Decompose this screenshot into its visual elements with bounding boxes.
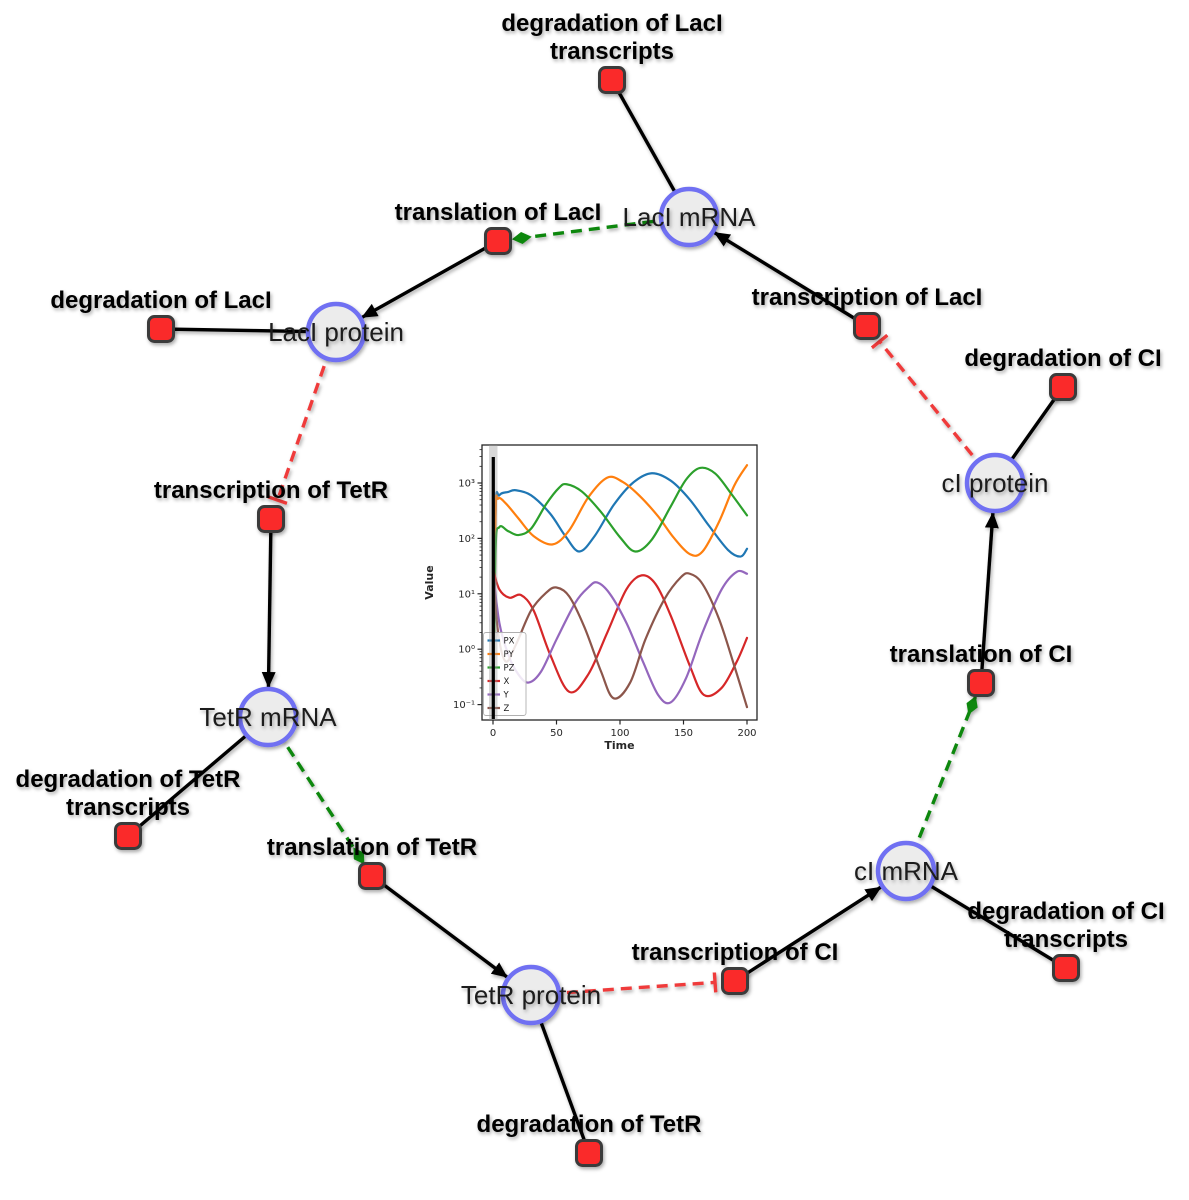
legend-label-PX: PX bbox=[504, 637, 515, 647]
edge-arrow-transc_cI-to-cI_mRNA bbox=[734, 885, 882, 983]
reaction-label-deg_lacI_transcripts: transcripts bbox=[550, 38, 674, 65]
edge-arrow-transl_lacI-to-lacI_protein bbox=[361, 239, 499, 319]
edge-plain-deg_cI_transcripts-to-cI_mRNA bbox=[905, 869, 1067, 970]
reaction-label-deg_tetR: degradation of TetR bbox=[477, 1111, 702, 1138]
y-axis-label: Value bbox=[423, 565, 436, 599]
reaction-node-deg_cI bbox=[1049, 373, 1077, 401]
reaction-label-transl_lacI: translation of LacI bbox=[395, 199, 602, 226]
species-label-tetR_protein: TetR protein bbox=[461, 980, 601, 1010]
legend-label-Z: Z bbox=[504, 704, 510, 714]
species-label-tetR_mRNA: TetR mRNA bbox=[199, 702, 337, 732]
legend-label-PZ: PZ bbox=[504, 664, 515, 674]
edge-modifier-lacI_mRNA-to-transl_lacI bbox=[511, 215, 690, 244]
reaction-label-deg_cI: degradation of CI bbox=[964, 345, 1161, 372]
x-axis-label: Time bbox=[604, 739, 634, 752]
y-tick-label: 10² bbox=[458, 534, 475, 545]
edge-plain-deg_tetR_transcripts-to-tetR_mRNA bbox=[126, 715, 270, 838]
reaction-label-deg_lacI: degradation of LacI bbox=[50, 287, 271, 314]
edge-arrow-transc_lacI-to-lacI_mRNA bbox=[713, 231, 868, 328]
reaction-label-deg_tetR_transcripts: degradation of TetR bbox=[16, 766, 241, 793]
simulation-chart: 0 50 100 150 200 10⁻¹ 10⁰ 10¹ 10² 10³ Time Value PX P… bbox=[423, 444, 758, 752]
reaction-node-deg_tetR_transcripts bbox=[114, 822, 142, 850]
series-line-Z bbox=[491, 570, 749, 709]
x-tick-label: 0 bbox=[490, 728, 496, 739]
reaction-nodes-layer bbox=[114, 66, 1080, 1167]
species-node-tetR_mRNA bbox=[237, 686, 299, 748]
species-label-lacI_protein: LacI protein bbox=[268, 317, 404, 347]
species-node-lacI_mRNA bbox=[658, 186, 720, 248]
x-tick-label: 50 bbox=[550, 728, 563, 739]
reaction-node-deg_tetR bbox=[575, 1139, 603, 1167]
legend-label-X: X bbox=[504, 677, 510, 687]
edge-arrow-transl_tetR-to-tetR_protein bbox=[370, 874, 509, 979]
reaction-label-transc_tetR: transcription of TetR bbox=[154, 477, 388, 504]
series-line-Y bbox=[491, 569, 749, 705]
edge-arrow-transl_cI-to-cI_protein bbox=[979, 511, 999, 684]
reaction-node-transc_cI bbox=[721, 967, 749, 995]
reaction-label-deg_tetR_transcripts: transcripts bbox=[66, 794, 190, 821]
legend-label-Y: Y bbox=[503, 691, 510, 701]
reaction-node-deg_lacI_transcripts bbox=[598, 66, 626, 94]
series-line-PZ bbox=[492, 466, 749, 706]
species-node-cI_mRNA bbox=[875, 840, 937, 902]
x-tick-label: 100 bbox=[610, 728, 629, 739]
legend-label-PY: PY bbox=[504, 650, 515, 660]
reaction-label-deg_lacI_transcripts: degradation of LacI bbox=[501, 10, 722, 37]
species-node-cI_protein bbox=[964, 452, 1026, 514]
reaction-label-transc_cI: transcription of CI bbox=[632, 939, 839, 966]
y-tick-label: 10¹ bbox=[458, 589, 475, 600]
reaction-node-transc_tetR bbox=[257, 505, 285, 533]
species-nodes-layer bbox=[237, 186, 1026, 1026]
y-tick-label: 10⁻¹ bbox=[453, 700, 475, 711]
reaction-label-transc_lacI: transcription of LacI bbox=[752, 284, 983, 311]
reaction-label-deg_cI_transcripts: degradation of CI bbox=[967, 898, 1164, 925]
y-tick-label: 10⁰ bbox=[458, 645, 475, 656]
x-tick-label: 200 bbox=[737, 728, 756, 739]
series-line-PX bbox=[492, 472, 749, 702]
edge-inhibit-cI_protein-to-transc_lacI bbox=[870, 333, 997, 485]
y-tick-label: 10³ bbox=[458, 479, 475, 490]
species-label-lacI_mRNA: LacI mRNA bbox=[623, 202, 757, 232]
chart-series-layer bbox=[491, 464, 749, 709]
edge-inhibit-tetR_protein-to-transc_cI bbox=[530, 972, 718, 997]
reaction-node-transl_tetR bbox=[358, 862, 386, 890]
x-tick-label: 150 bbox=[674, 728, 693, 739]
series-line-X bbox=[491, 567, 749, 698]
edge-modifier-tetR_mRNA-to-transl_tetR bbox=[266, 716, 366, 865]
reaction-node-transl_cI bbox=[967, 669, 995, 697]
species-node-tetR_protein bbox=[500, 964, 562, 1026]
reaction-label-transl_tetR: translation of TetR bbox=[267, 834, 477, 861]
species-node-lacI_protein bbox=[305, 301, 367, 363]
reaction-node-transl_lacI bbox=[484, 227, 512, 255]
edge-modifier-cI_mRNA-to-transl_cI bbox=[904, 696, 978, 872]
edge-inhibit-lacI_protein-to-transc_tetR bbox=[267, 331, 338, 505]
species-label-cI_protein: cI protein bbox=[942, 468, 1049, 498]
reaction-node-transc_lacI bbox=[853, 312, 881, 340]
species-label-cI_mRNA: cI mRNA bbox=[854, 856, 959, 886]
reaction-node-deg_cI_transcripts bbox=[1052, 954, 1080, 982]
edge-arrow-transc_tetR-to-tetR_mRNA bbox=[261, 518, 276, 689]
reaction-label-deg_cI_transcripts: transcripts bbox=[1004, 926, 1128, 953]
series-line-PY bbox=[492, 464, 749, 706]
reaction-node-deg_lacI bbox=[147, 315, 175, 343]
labels-layer: degradation of LacItranscriptstranslatio… bbox=[16, 10, 1165, 1138]
reaction-label-transl_cI: translation of CI bbox=[890, 641, 1073, 668]
